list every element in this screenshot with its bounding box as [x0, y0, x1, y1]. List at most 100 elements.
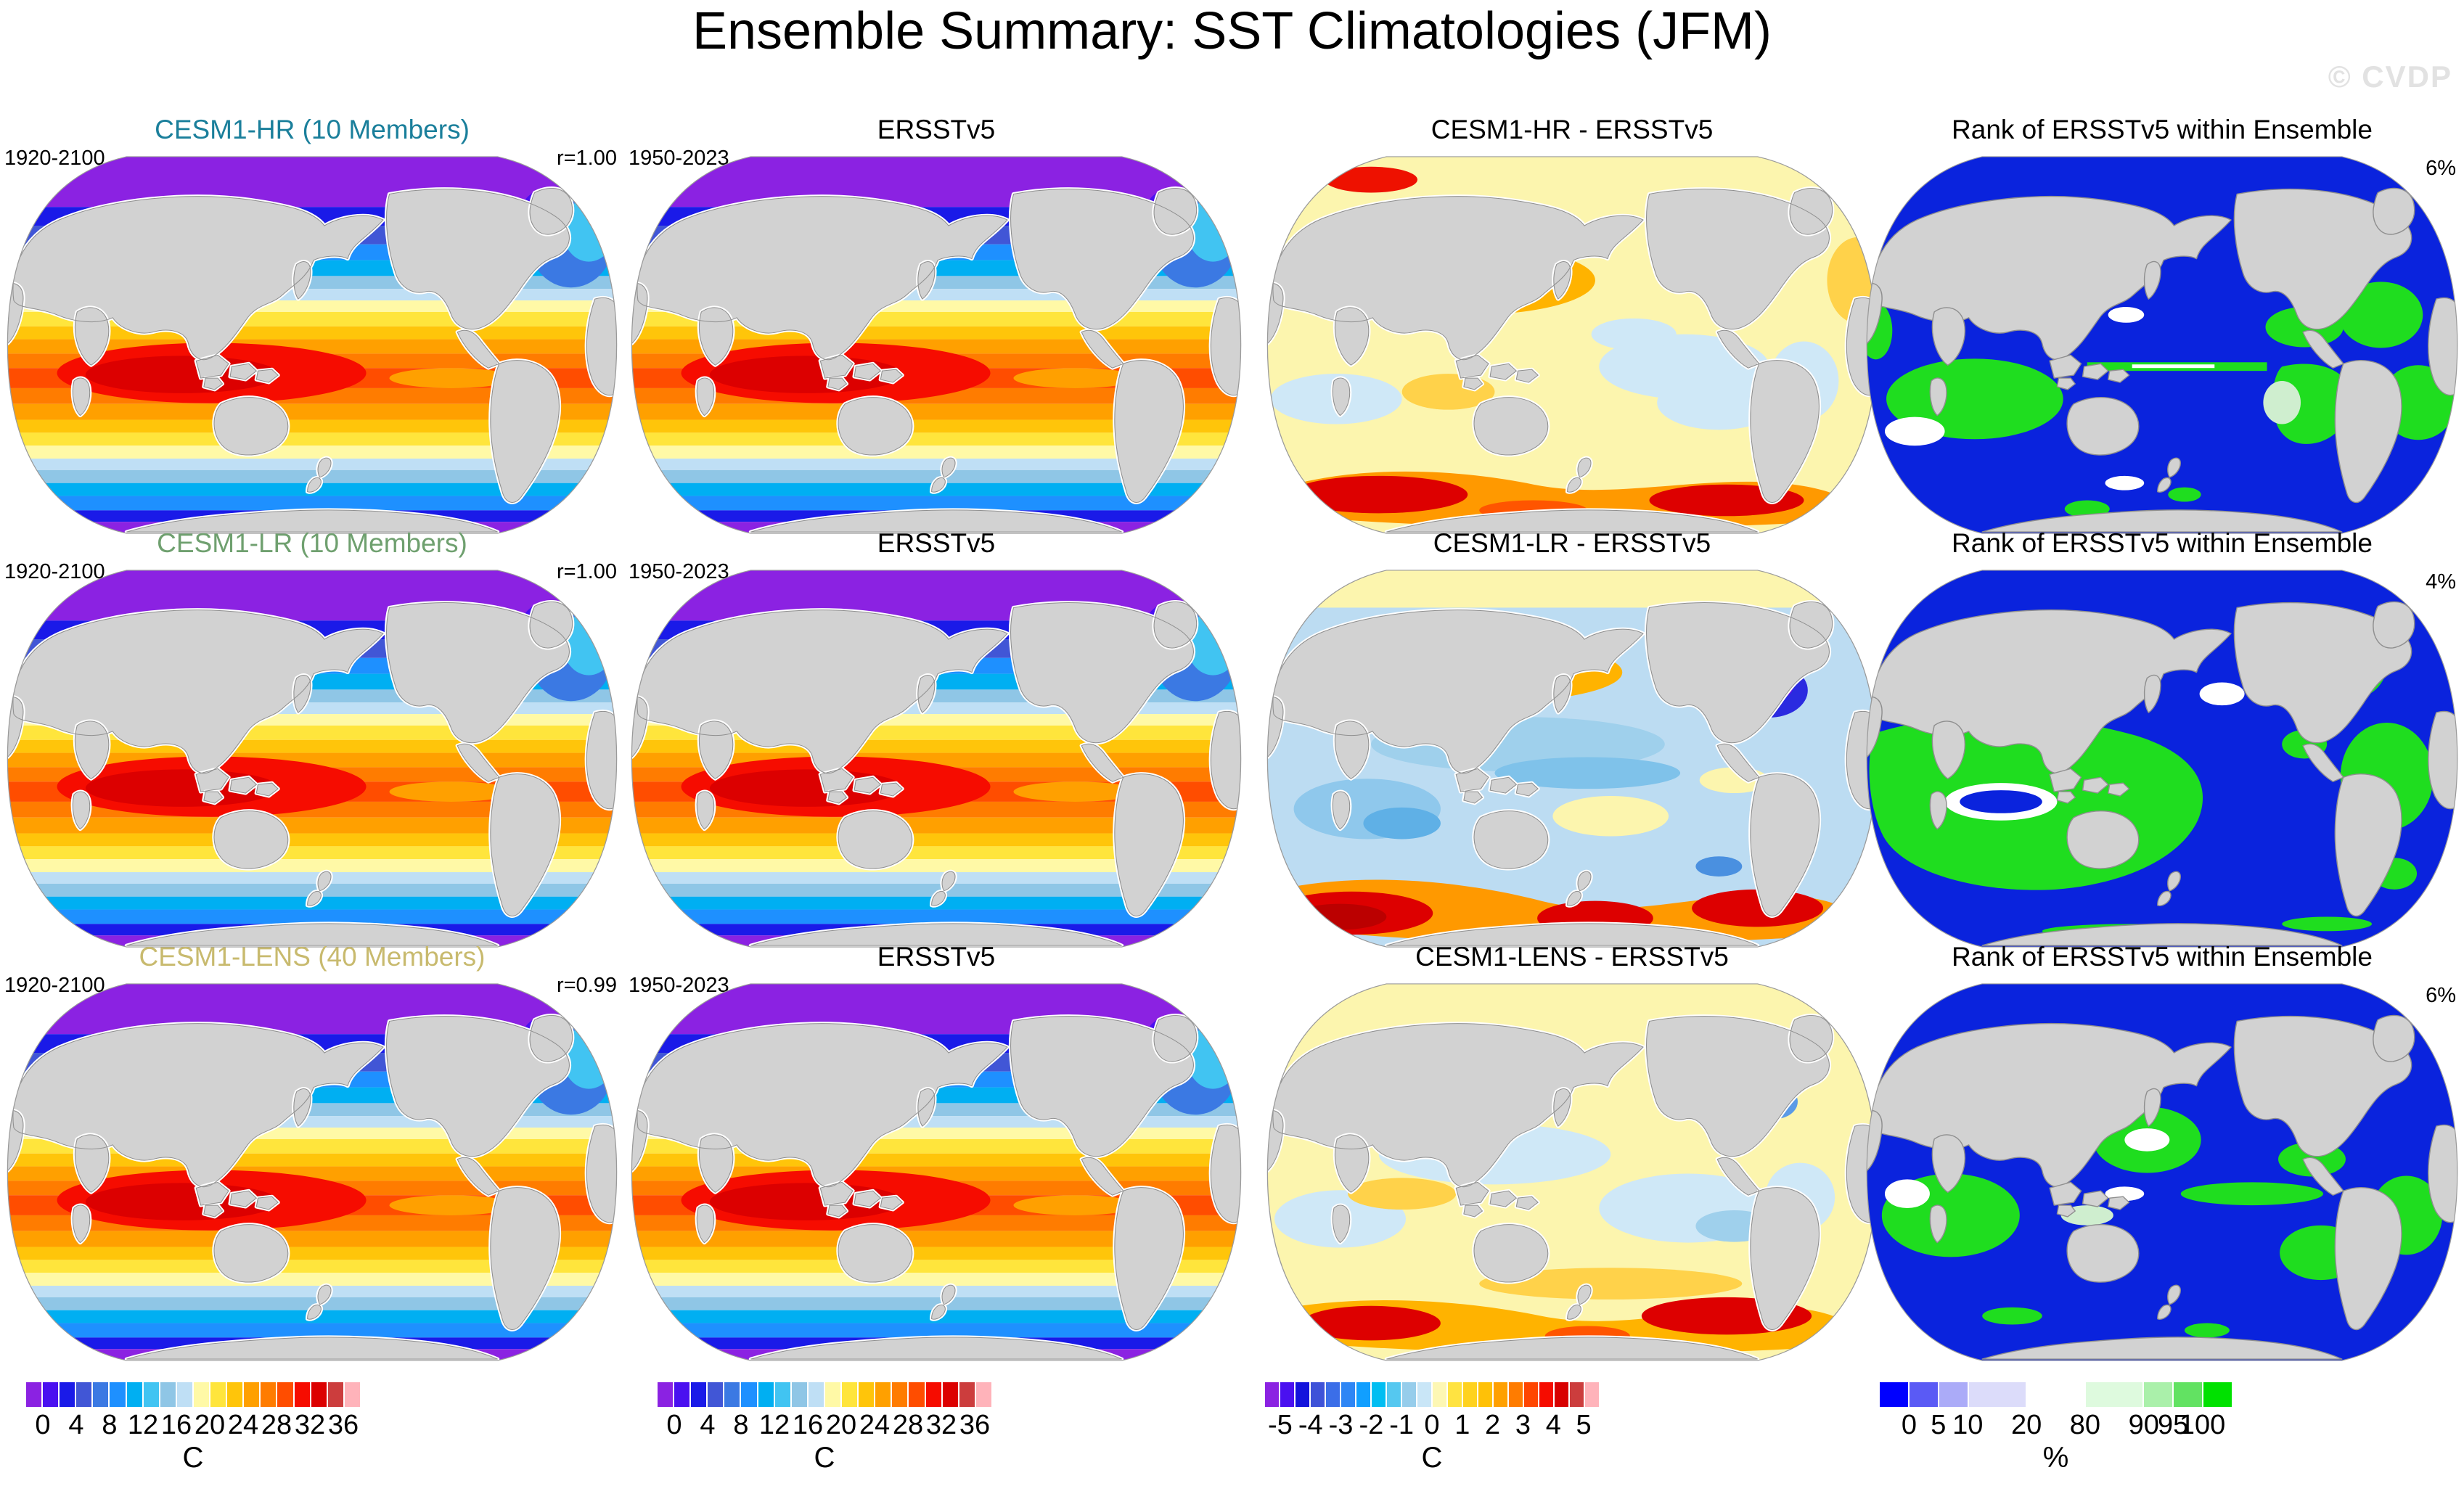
colorbar-segment [2143, 1382, 2172, 1407]
panel-title: CESM1-LENS (40 Members) [139, 942, 486, 972]
colorbar-segment [344, 1382, 360, 1407]
world-map-sst-obs [631, 983, 1242, 1361]
colorbar-segment [277, 1382, 293, 1407]
colorbar-tick: 12 [127, 1410, 159, 1440]
colorbar-tick: 0 [666, 1410, 682, 1440]
colorbar-gradient [658, 1382, 991, 1407]
colorbar-segment [227, 1382, 243, 1407]
colorbar-segment [2203, 1382, 2232, 1407]
colorbar-sst-obs: 0 4 8 12 16 20 24 28 32 36 C [658, 1382, 991, 1477]
colorbar-segment [724, 1382, 740, 1407]
panel-obs-sst-row2: ERSSTv5 1950-2023 [627, 528, 1245, 956]
colorbar-segment [143, 1382, 159, 1407]
colorbar-gradient [26, 1382, 360, 1407]
panel-title: CESM1-HR - ERSSTv5 [1430, 115, 1714, 144]
colorbar-gradient [1265, 1382, 1599, 1407]
colorbar-segment [1509, 1382, 1523, 1407]
colorbar-sst-model: 0 4 8 12 16 20 24 28 32 36 C [26, 1382, 360, 1477]
rank-percent-label: 4% [2426, 570, 2456, 594]
panel-title: ERSSTv5 [877, 115, 996, 144]
colorbar-ticks: 0 4 8 12 16 20 24 28 32 36 [658, 1410, 991, 1442]
colorbar-segment [1417, 1382, 1431, 1407]
colorbar-tick: 12 [758, 1410, 790, 1440]
colorbar-rank: 0 5 10 20 80 90 95 100 % [1880, 1382, 2232, 1477]
colorbar-tick: -2 [1359, 1410, 1384, 1440]
colorbar-unit: C [182, 1442, 204, 1474]
colorbar-segment [1341, 1382, 1355, 1407]
colorbar-tick: 100 [2179, 1410, 2226, 1440]
colorbar-tick: 10 [1952, 1410, 1984, 1440]
colorbar-segment [808, 1382, 824, 1407]
colorbar-segment [1880, 1382, 1909, 1407]
period-label: 1920-2100 [4, 147, 105, 170]
colorbar-segment [2027, 1382, 2084, 1407]
colorbar-ticks: 0 4 8 12 16 20 24 28 32 36 [26, 1410, 360, 1442]
colorbar-segment [1448, 1382, 1462, 1407]
colorbar-tick: 3 [1515, 1410, 1531, 1440]
colorbar-tick: 4 [68, 1410, 84, 1440]
panel-model-sst-row3: CESM1-LENS (40 Members) 1920-2100 r=0.99 [3, 942, 621, 1370]
colorbar-gradient [1880, 1382, 2232, 1407]
colorbar-segment [1969, 1382, 2026, 1407]
colorbar-unit: C [1421, 1442, 1443, 1474]
colorbar-tick: 16 [792, 1410, 824, 1440]
colorbar-segment [1939, 1382, 1968, 1407]
colorbar-tick: 0 [1901, 1410, 1917, 1440]
colorbar-segment [708, 1382, 724, 1407]
panel-title: CESM1-LR - ERSSTv5 [1433, 528, 1711, 558]
colorbar-segment [842, 1382, 858, 1407]
colorbar-segment [26, 1382, 42, 1407]
colorbar-segment [1311, 1382, 1325, 1407]
panel-obs-sst-row3: ERSSTv5 1950-2023 [627, 942, 1245, 1370]
panel-diff-row1: CESM1-HR - ERSSTv5 [1263, 115, 1881, 543]
colorbar-segment [1280, 1382, 1294, 1407]
world-map-difference [1266, 570, 1878, 948]
panel-model-sst-row2: CESM1-LR (10 Members) 1920-2100 r=1.00 [3, 528, 621, 956]
correlation-label: r=1.00 [556, 147, 617, 170]
panel-title: Rank of ERSSTv5 within Ensemble [1952, 115, 2373, 144]
colorbar-segment [1433, 1382, 1446, 1407]
colorbar-segment [658, 1382, 674, 1407]
colorbar-segment [1372, 1382, 1386, 1407]
panel-rank-row3: Rank of ERSSTv5 within Ensemble 6% [1862, 942, 2462, 1370]
colorbar-tick: 2 [1485, 1410, 1501, 1440]
world-map-rank [1866, 570, 2458, 948]
colorbar-tick: 20 [2010, 1410, 2042, 1440]
colorbar-segment [261, 1382, 277, 1407]
world-map-difference [1266, 156, 1878, 534]
panel-title: ERSSTv5 [877, 942, 996, 972]
colorbar-segment [43, 1382, 59, 1407]
colorbar-segment [1478, 1382, 1492, 1407]
period-label: 1950-2023 [629, 974, 729, 997]
colorbar-ticks: 0 5 10 20 80 90 95 100 [1880, 1410, 2232, 1442]
colorbar-tick: 24 [859, 1410, 891, 1440]
colorbar-tick: 28 [892, 1410, 924, 1440]
colorbar-segment [1326, 1382, 1340, 1407]
colorbar-segment [76, 1382, 92, 1407]
world-map-sst-obs [631, 570, 1242, 948]
correlation-label: r=1.00 [556, 560, 617, 583]
rank-percent-label: 6% [2426, 984, 2456, 1007]
colorbar-segment [975, 1382, 991, 1407]
panel-rank-row1: Rank of ERSSTv5 within Ensemble 6% [1862, 115, 2462, 543]
colorbar-tick: 0 [1424, 1410, 1440, 1440]
colorbar-segment [758, 1382, 774, 1407]
panel-diff-row2: CESM1-LR - ERSSTv5 [1263, 528, 1881, 956]
correlation-label: r=0.99 [556, 974, 617, 997]
world-map-sst-model [7, 983, 618, 1361]
colorbar-tick: 28 [261, 1410, 292, 1440]
colorbar-tick: 16 [160, 1410, 192, 1440]
page-title: Ensemble Summary: SST Climatologies (JFM… [692, 2, 1772, 60]
colorbar-segment [294, 1382, 310, 1407]
colorbar-tick: 1 [1454, 1410, 1470, 1440]
colorbar-tick: 36 [327, 1410, 359, 1440]
colorbar-segment [1463, 1382, 1477, 1407]
colorbar-segment [1356, 1382, 1370, 1407]
colorbar-segment [1265, 1382, 1279, 1407]
colorbar-tick: 5 [1931, 1410, 1947, 1440]
colorbar-tick: 95 [2158, 1410, 2189, 1440]
panel-model-sst-row1: CESM1-HR (10 Members) 1920-2100 r=1.00 [3, 115, 621, 543]
colorbar-tick: 32 [294, 1410, 326, 1440]
period-label: 1920-2100 [4, 560, 105, 583]
panel-rank-row2: Rank of ERSSTv5 within Ensemble 4% [1862, 528, 2462, 956]
